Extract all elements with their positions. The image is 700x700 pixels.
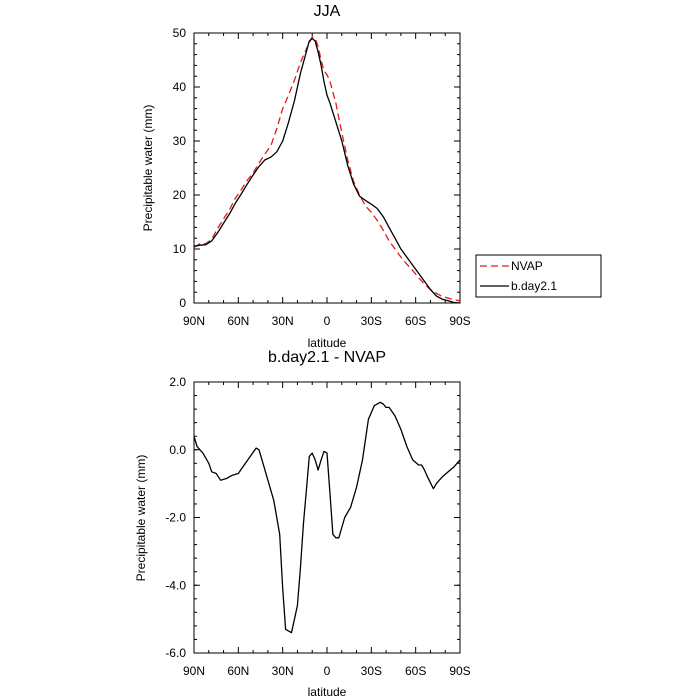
bottom-y-tick-label: -4.0	[165, 578, 186, 592]
legend-box	[475, 254, 602, 298]
bottom-y-tick-label: -6.0	[165, 646, 186, 660]
legend-label-bday21: b.day2.1	[511, 279, 557, 293]
top-x-tick-label: 30S	[361, 314, 382, 328]
bottom-x-tick-label: 90S	[449, 664, 470, 678]
bottom-series-line-difference	[193, 401, 461, 634]
bottom-x-tick-label: 60N	[227, 664, 249, 678]
top-y-tick-label: 50	[173, 26, 187, 40]
top-y-axis-label: Precipitable water (mm)	[141, 105, 155, 232]
top-series-line-b-day2-1	[193, 37, 461, 304]
top-y-tick-label: 40	[173, 80, 187, 94]
top-y-tick-label: 10	[173, 242, 187, 256]
top-series-line-nvap	[193, 36, 461, 302]
bottom-x-tick-label: 30N	[272, 664, 294, 678]
bottom-plot-title: b.day2.1 - NVAP	[268, 349, 386, 366]
top-x-tick-label: 60N	[227, 314, 249, 328]
top-plot-frame	[193, 32, 461, 304]
top-y-tick-label: 30	[173, 134, 187, 148]
top-x-tick-label: 60S	[405, 314, 426, 328]
bottom-y-tick-label: 2.0	[169, 375, 186, 389]
top-y-tick-label: 20	[173, 188, 187, 202]
bottom-x-axis-label: latitude	[308, 685, 347, 699]
top-y-tick-label: 0	[179, 296, 186, 310]
legend: NVAP b.day2.1	[475, 254, 602, 298]
top-x-tick-label: 0	[324, 314, 331, 328]
top-plot-title: JJA	[314, 3, 341, 20]
bottom-x-tick-label: 60S	[405, 664, 426, 678]
bottom-x-tick-label: 90N	[183, 664, 205, 678]
top-plot: JJA latitude Precipitable water (mm) 90N…	[141, 3, 471, 350]
bottom-x-tick-label: 30S	[361, 664, 382, 678]
bottom-x-tick-label: 0	[324, 664, 331, 678]
top-x-axis-label: latitude	[308, 336, 347, 350]
top-x-tick-label: 90S	[449, 314, 470, 328]
bottom-y-tick-label: 0.0	[169, 443, 186, 457]
bottom-plot-frame	[193, 381, 461, 654]
bottom-y-axis-label: Precipitable water (mm)	[134, 455, 148, 582]
top-x-tick-label: 30N	[272, 314, 294, 328]
bottom-plot: b.day2.1 - NVAP latitude Precipitable wa…	[134, 349, 471, 699]
top-x-tick-label: 90N	[183, 314, 205, 328]
bottom-y-tick-label: -2.0	[165, 511, 186, 525]
legend-label-nvap: NVAP	[511, 259, 543, 273]
